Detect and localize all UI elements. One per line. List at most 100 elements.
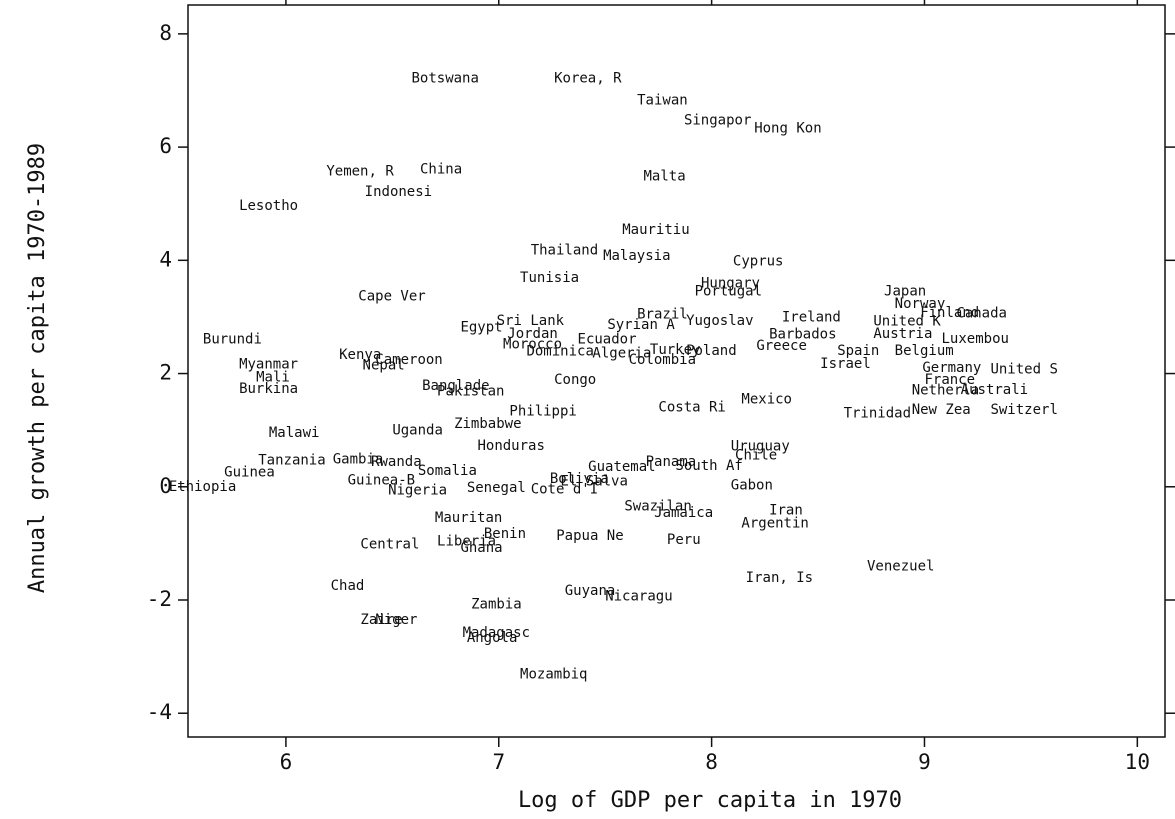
point-label: Uruguay — [731, 439, 790, 455]
point-label: Argentin — [741, 516, 808, 532]
point-label: China — [420, 162, 462, 178]
point-label: Singapor — [684, 112, 751, 128]
point-label: Hong Kon — [754, 120, 821, 136]
point-label: Congo — [554, 372, 596, 388]
y-axis-title: Annual growth per capita 1970-1989 — [25, 143, 50, 593]
point-label: Finland — [920, 305, 979, 321]
y-tick-label: 8 — [159, 21, 172, 45]
point-label: Cape Ver — [358, 289, 425, 305]
point-label: Gambia — [333, 452, 384, 468]
point-label: Pakistan — [437, 384, 504, 400]
point-label: Mexico — [741, 392, 792, 408]
point-label: Venezuel — [867, 559, 934, 575]
point-label: Luxembou — [942, 331, 1009, 347]
point-label: Banglade — [422, 378, 489, 394]
point-label: Iran, Is — [746, 570, 813, 586]
point-label: Ireland — [782, 310, 841, 326]
point-label: Australi — [961, 382, 1028, 398]
point-label: Syrian A — [607, 317, 675, 333]
point-label: Ethiopia — [169, 479, 236, 495]
y-tick-label: 4 — [159, 247, 172, 271]
point-label: Austria — [873, 326, 932, 342]
point-label: Guinea-B — [348, 473, 415, 489]
point-label: Algeria — [592, 346, 651, 362]
point-label: Myanmar — [239, 356, 298, 372]
point-label: Botswana — [411, 71, 478, 87]
point-label: Burundi — [203, 332, 262, 348]
point-label: Germany — [922, 360, 981, 376]
y-tick-label: 2 — [159, 361, 172, 385]
point-label: Senegal — [467, 480, 526, 496]
point-label: Portugal — [695, 283, 762, 299]
point-label: Angola — [467, 630, 518, 646]
x-tick-label: 6 — [280, 750, 293, 774]
point-label: Uganda — [392, 423, 443, 439]
x-tick-label: 7 — [492, 750, 505, 774]
point-label: Korea, R — [554, 71, 622, 87]
x-tick-label: 8 — [705, 750, 718, 774]
point-label: Thailand — [531, 243, 598, 259]
point-label: Guyana — [565, 583, 616, 599]
point-label: Spain — [837, 343, 879, 359]
point-label: Chad — [331, 578, 365, 594]
point-label: Peru — [667, 532, 701, 548]
point-label: Tanzania — [258, 453, 325, 469]
point-label: Greece — [756, 338, 807, 354]
y-tick-label: -2 — [147, 587, 172, 611]
point-label: Papua Ne — [556, 528, 623, 544]
point-label: Yemen, R — [326, 163, 394, 179]
point-label: Cote d'I — [531, 482, 598, 498]
point-label: United S — [990, 362, 1057, 378]
x-tick-label: 10 — [1125, 750, 1150, 774]
point-label: Zaire — [360, 612, 402, 628]
y-tick-label: 6 — [159, 134, 172, 158]
point-label: Mauritiu — [622, 222, 689, 238]
point-label: Zambia — [471, 597, 522, 613]
point-label: Mali — [256, 370, 290, 386]
point-label: Yugoslav — [686, 313, 753, 329]
point-label: Nepal — [363, 358, 405, 374]
point-label: Ghana — [460, 540, 502, 556]
point-label: Benin — [484, 526, 526, 542]
point-label: Switzerl — [990, 402, 1057, 418]
point-label: Nicaragu — [605, 589, 672, 605]
point-label: Morocco — [503, 337, 562, 353]
point-label: France — [924, 372, 975, 388]
plot-frame — [187, 4, 1166, 738]
point-label: Gabon — [731, 478, 773, 494]
point-label: Trinidad — [844, 406, 911, 422]
point-label: Canada — [956, 306, 1007, 322]
point-label: Malaysia — [603, 248, 670, 264]
point-label: New Zea — [912, 402, 971, 418]
point-label: Swazilan — [624, 499, 691, 515]
point-label: Somalia — [418, 463, 477, 479]
point-label: El Salva — [560, 474, 627, 490]
point-label: Nigeria — [388, 483, 447, 499]
point-label: Barbados — [769, 326, 836, 342]
point-label: Niger — [375, 612, 417, 628]
point-label: Japan — [884, 283, 926, 299]
point-label: Dominica — [526, 343, 593, 359]
point-label: Bolivia — [550, 471, 609, 487]
point-label: Hungary — [701, 276, 760, 292]
point-label: Burkina — [239, 381, 298, 397]
point-label: Madagasc — [463, 625, 530, 641]
point-label: Mauritan — [435, 510, 502, 526]
point-label: Guinea — [224, 465, 275, 481]
point-label: Jamaica — [654, 505, 713, 521]
point-label: Taiwan — [637, 93, 688, 109]
point-label: Cameroon — [375, 352, 442, 368]
x-tick-label: 9 — [918, 750, 931, 774]
y-tick-label: -4 — [147, 700, 172, 724]
point-label: Turkey — [650, 342, 701, 358]
y-tick-label: 0 — [159, 474, 172, 498]
point-label: Israel — [820, 356, 871, 372]
point-label: Tunisia — [520, 270, 579, 286]
point-label: Egypt — [460, 320, 502, 336]
point-label: Jordan — [507, 326, 558, 342]
x-axis-title: Log of GDP per capita in 1970 — [518, 788, 902, 813]
point-label: Central — [360, 537, 419, 553]
point-label: United K — [873, 313, 941, 329]
point-label: Malta — [644, 169, 686, 185]
